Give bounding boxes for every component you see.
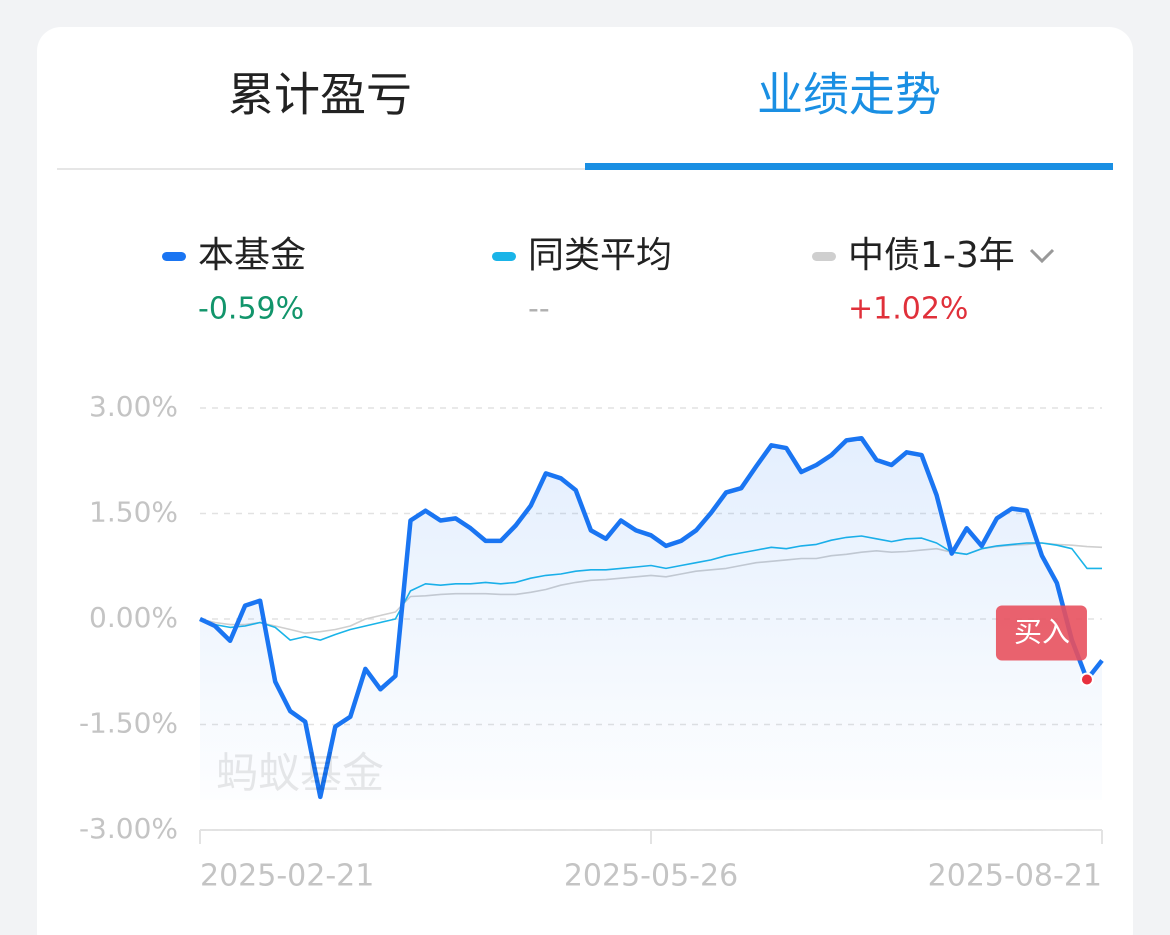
legend-change: -0.59% [198,292,304,327]
plot: 3.00% 1.50% 0.00% -1.50% -3.00% 2025-02-21 202… [79,390,1104,894]
buy-tag-label: 买入 [1014,615,1070,648]
y-tick-label: -1.50% [79,707,178,740]
watermark: 蚂蚁基金 [216,749,384,798]
x-tick-label: 2025-02-21 [200,859,374,894]
tab[interactable]: 累计盈亏 [228,68,412,122]
legend-change: -- [528,292,550,327]
x-tick-label: 2025-05-26 [564,859,738,894]
y-tick-label: -3.00% [79,812,178,845]
legend-label: 同类平均 [528,235,672,276]
buy-point [1079,672,1094,687]
y-tick-label: 0.00% [89,601,178,634]
legend-change: +1.02% [848,292,968,327]
legend-label: 本基金 [198,235,306,276]
legend-swatch [492,252,516,261]
legend-swatch [162,252,186,261]
y-tick-label: 1.50% [89,496,178,529]
tab-indicator [585,163,1113,170]
tab-active[interactable]: 业绩走势 [757,68,941,122]
dropdown-chevron[interactable] [1029,248,1055,264]
y-tick-label: 3.00% [89,390,178,423]
x-tick-label: 2025-08-21 [928,859,1102,894]
buy-tag [995,605,1087,661]
legend-swatch [812,252,836,261]
series-line [199,435,1104,800]
legend-label: 中债1-3年 [848,235,1015,276]
area-fill [200,438,1102,800]
